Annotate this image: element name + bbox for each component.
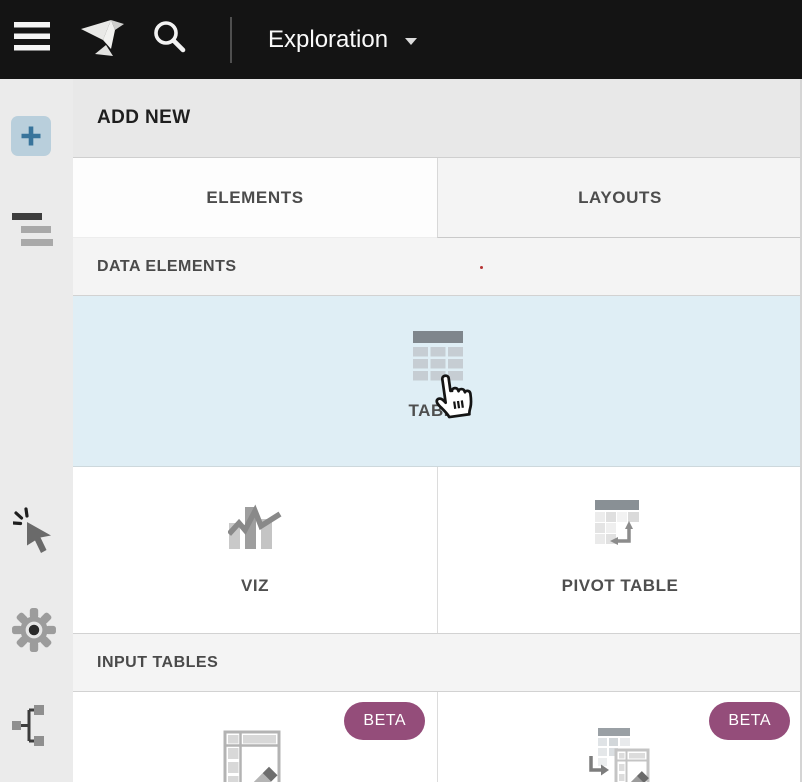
section-data-elements: DATA ELEMENTS [73,238,802,296]
element-linked-input-table[interactable]: BETA [437,692,802,782]
plus-icon [21,126,41,146]
cursor-click-icon [11,507,51,553]
element-pivot-table-label: PIVOT TABLE [561,576,679,595]
hamburger-menu-icon[interactable] [14,22,51,57]
element-viz[interactable]: VIZ [73,467,437,633]
lineage-button[interactable] [12,702,52,755]
tab-layouts[interactable]: LAYOUTS [437,158,802,238]
caret-down-icon [405,33,418,51]
section-label: INPUT TABLES [97,653,219,671]
gear-icon [12,608,56,652]
section-label: DATA ELEMENTS [97,257,237,275]
add-new-panel: ADD NEW ELEMENTS LAYOUTS DATA ELEMENTS T… [73,79,802,782]
element-empty-input-table[interactable]: BETA [73,692,437,782]
tab-bar: ELEMENTS LAYOUTS [73,158,802,238]
element-viz-label: VIZ [241,576,269,595]
section-input-tables: INPUT TABLES [73,634,802,692]
pivot-table-icon [595,500,639,545]
sigma-logo[interactable] [78,12,126,67]
beta-badge: BETA [709,702,790,740]
element-row: VIZ PIVOT TABLE [73,467,802,634]
viz-icon [228,504,282,549]
search-icon[interactable] [152,19,188,60]
element-pivot-table[interactable]: PIVOT TABLE [437,467,802,633]
input-tables-row: BETA [73,692,802,782]
outline-icon [12,213,53,246]
topbar: Exploration [0,0,802,79]
left-toolbar [0,79,73,782]
hand-cursor [425,362,481,429]
document-title-dropdown[interactable]: Exploration [268,26,418,54]
select-tool-button[interactable] [11,507,59,562]
settings-button[interactable] [11,607,57,658]
page-outline-button[interactable] [12,213,56,254]
element-table[interactable]: TABLE [73,296,802,467]
topbar-divider [230,16,232,63]
red-dot-artifact [480,266,483,269]
lineage-icon [12,705,44,746]
linked-input-table-icon [589,728,650,782]
document-title: Exploration [268,25,389,53]
table-icon [412,331,463,381]
tab-elements[interactable]: ELEMENTS [73,158,437,238]
beta-badge: BETA [344,702,425,740]
panel-title: ADD NEW [73,79,802,158]
empty-input-table-icon [223,730,281,782]
add-element-button[interactable] [11,116,51,156]
